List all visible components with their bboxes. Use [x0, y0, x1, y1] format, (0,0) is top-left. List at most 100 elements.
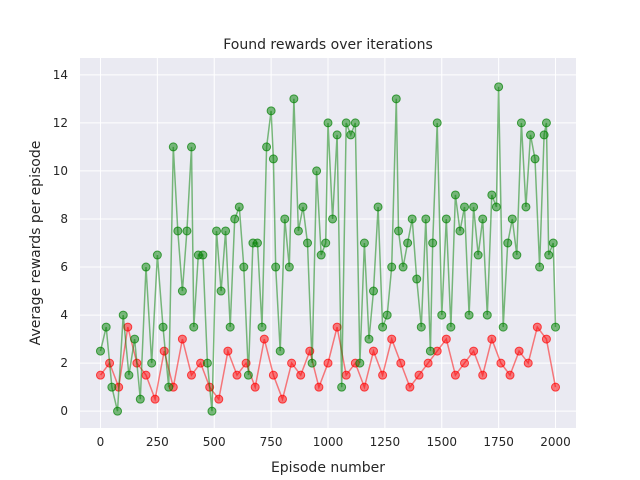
data-point: [487, 190, 497, 200]
data-point: [95, 370, 105, 380]
data-point: [521, 202, 531, 212]
data-point: [124, 370, 134, 380]
data-point: [478, 370, 488, 380]
y-tick-label: 0: [60, 404, 68, 418]
data-point: [394, 226, 404, 236]
data-point: [432, 118, 442, 128]
data-point: [428, 238, 438, 248]
data-point: [382, 310, 392, 320]
data-point: [198, 250, 208, 260]
data-point: [321, 238, 331, 248]
data-point: [369, 346, 379, 356]
data-point: [494, 82, 504, 92]
data-point: [512, 250, 522, 260]
data-point: [186, 370, 196, 380]
x-tick-label: 1750: [483, 435, 514, 449]
y-tick-label: 4: [60, 308, 68, 322]
data-point: [551, 382, 561, 392]
data-point: [316, 250, 326, 260]
data-point: [266, 106, 276, 116]
data-point: [243, 370, 253, 380]
y-tick-label: 12: [53, 116, 68, 130]
data-point: [391, 94, 401, 104]
data-point: [469, 202, 479, 212]
data-point: [173, 226, 183, 236]
data-point: [350, 118, 360, 128]
x-tick-label: 250: [146, 435, 169, 449]
data-point: [271, 262, 281, 272]
data-point: [337, 382, 347, 392]
y-tick-label: 14: [53, 68, 68, 82]
data-point: [450, 190, 460, 200]
data-point: [346, 130, 356, 140]
data-point: [473, 250, 483, 260]
data-point: [532, 322, 542, 332]
series-layer: [95, 82, 561, 416]
data-point: [239, 262, 249, 272]
y-tick-label: 10: [53, 164, 68, 178]
data-point: [107, 382, 117, 392]
data-point: [523, 358, 533, 368]
data-point: [341, 118, 351, 128]
data-point: [101, 322, 111, 332]
data-point: [207, 406, 217, 416]
data-point: [478, 214, 488, 224]
data-point: [398, 262, 408, 272]
data-point: [387, 262, 397, 272]
data-point: [387, 334, 397, 344]
x-tick-label: 1250: [370, 435, 401, 449]
data-point: [298, 202, 308, 212]
data-point: [289, 94, 299, 104]
data-point: [135, 394, 145, 404]
data-point: [177, 334, 187, 344]
data-point: [416, 322, 426, 332]
data-point: [405, 382, 415, 392]
data-point: [214, 394, 224, 404]
data-point: [369, 286, 379, 296]
data-point: [150, 394, 160, 404]
data-point: [118, 310, 128, 320]
data-point: [95, 346, 105, 356]
data-point: [464, 310, 474, 320]
data-point: [373, 202, 383, 212]
data-point: [202, 358, 212, 368]
data-point: [541, 118, 551, 128]
data-point: [293, 226, 303, 236]
data-point: [514, 346, 524, 356]
data-point: [378, 322, 388, 332]
data-point: [268, 370, 278, 380]
data-point: [496, 358, 506, 368]
data-point: [530, 154, 540, 164]
data-point: [147, 358, 157, 368]
data-point: [491, 202, 501, 212]
data-point: [364, 334, 374, 344]
data-point: [359, 238, 369, 248]
data-point: [328, 214, 338, 224]
data-point: [257, 322, 267, 332]
data-point: [487, 334, 497, 344]
data-point: [378, 370, 388, 380]
data-point: [548, 238, 558, 248]
y-axis-label: Average rewards per episode: [28, 141, 44, 346]
data-point: [164, 382, 174, 392]
data-point: [284, 262, 294, 272]
data-point: [359, 382, 369, 392]
data-point: [535, 262, 545, 272]
data-point: [259, 334, 269, 344]
data-point: [544, 250, 554, 260]
data-point: [252, 238, 262, 248]
data-point: [412, 274, 422, 284]
data-point: [323, 358, 333, 368]
data-point: [141, 262, 151, 272]
data-point: [455, 226, 465, 236]
chart-title: Found rewards over iterations: [223, 37, 433, 53]
data-point: [441, 214, 451, 224]
data-point: [421, 214, 431, 224]
data-point: [130, 334, 140, 344]
data-point: [141, 370, 151, 380]
data-point: [277, 394, 287, 404]
data-point: [275, 346, 285, 356]
data-point: [314, 382, 324, 392]
data-point: [403, 238, 413, 248]
